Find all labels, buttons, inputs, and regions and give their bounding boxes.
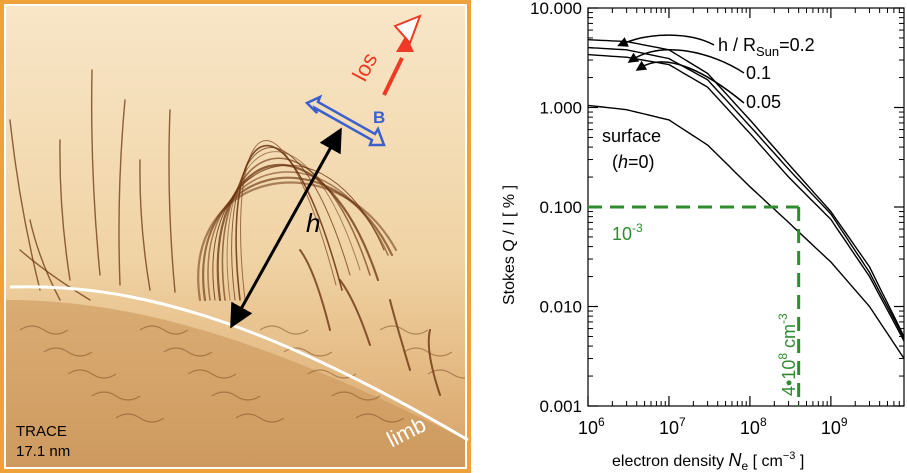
curve-3	[587, 104, 905, 359]
los-arrow	[382, 57, 404, 96]
x-tick-label: 108	[740, 415, 767, 438]
curve-label-h005: 0.05	[746, 92, 781, 112]
y-tick-label: 0.100	[539, 198, 582, 217]
loop-spike	[59, 139, 71, 281]
curve-label-surface-h0: (h=0)	[612, 152, 655, 172]
loop-spike	[19, 249, 91, 301]
los-arrow-head	[396, 35, 414, 52]
y-tick-label: 10.000	[530, 0, 582, 18]
b-arrow	[304, 94, 386, 147]
guide-x-label: 4•108 cm-3	[776, 313, 799, 396]
y-axis-label: Stokes Q / I [ % ]	[501, 185, 518, 305]
loop-fan	[339, 279, 371, 346]
surface-granule	[211, 391, 261, 401]
observer-triangle	[393, 14, 422, 45]
x-tick-label: 106	[578, 415, 605, 438]
x-axis-ticks: 106 107 108 109	[578, 8, 905, 438]
loop-fan	[389, 299, 411, 371]
loop-spike	[9, 119, 41, 291]
curves	[587, 39, 905, 359]
limb-line	[9, 285, 469, 442]
curve-label-h02: h / RSun=0.2	[718, 35, 815, 59]
curve-1	[587, 46, 905, 339]
surface-granule	[163, 347, 213, 357]
pointer-arrow-h01	[627, 49, 745, 74]
surface-granule	[331, 391, 381, 401]
loop-spike	[168, 109, 176, 293]
solar-surface	[6, 300, 465, 467]
loop-fan	[427, 329, 441, 396]
solar-image	[6, 6, 465, 467]
curve-label-h01: 0.1	[746, 63, 771, 83]
surface-granule	[355, 413, 405, 423]
pointer-arrow-h02	[617, 34, 715, 47]
b-label: B	[373, 108, 385, 127]
loop-spike	[29, 219, 61, 301]
surface-granule	[115, 413, 165, 423]
guide-lines	[588, 205, 801, 406]
surface-granule	[43, 347, 93, 357]
x-tick-label: 109	[821, 415, 848, 438]
h-arrow	[230, 127, 342, 329]
y-axis-ticks: 10.000 1.000 0.100 0.010 0.001	[530, 0, 904, 416]
x-axis-label: electron density Ne [ cm−3 ]	[612, 450, 804, 473]
surface-granule	[67, 369, 117, 379]
surface-granule	[139, 325, 189, 335]
curve-0	[587, 39, 905, 337]
surface-granule	[307, 369, 357, 379]
curve-label-surface: surface	[602, 126, 661, 146]
image-frame	[0, 0, 471, 473]
trace-image-panel: limb h B los TRACE 17.1 nm	[0, 0, 471, 473]
surface-granule	[91, 391, 141, 401]
h-label: h	[306, 208, 320, 238]
curve-2	[587, 53, 905, 342]
y-tick-label: 0.010	[539, 298, 582, 317]
surface-granule	[19, 325, 69, 335]
loop-spike	[90, 69, 101, 276]
surface-granule	[235, 413, 285, 423]
y-tick-label: 1.000	[539, 99, 582, 118]
surface-granule	[187, 369, 237, 379]
x-tick-label: 107	[659, 415, 686, 438]
loop-spike	[139, 159, 151, 291]
loop-spike	[118, 99, 126, 286]
pointer-arrow-h005	[635, 60, 745, 104]
surface-granule	[403, 347, 453, 357]
guide-y-label: 10-3	[612, 221, 643, 244]
instrument-label: TRACE	[16, 423, 67, 440]
surface-granule	[379, 325, 429, 335]
surface-granule	[427, 369, 465, 379]
wavelength-label: 17.1 nm	[16, 443, 70, 460]
y-tick-label: 0.001	[539, 397, 582, 416]
